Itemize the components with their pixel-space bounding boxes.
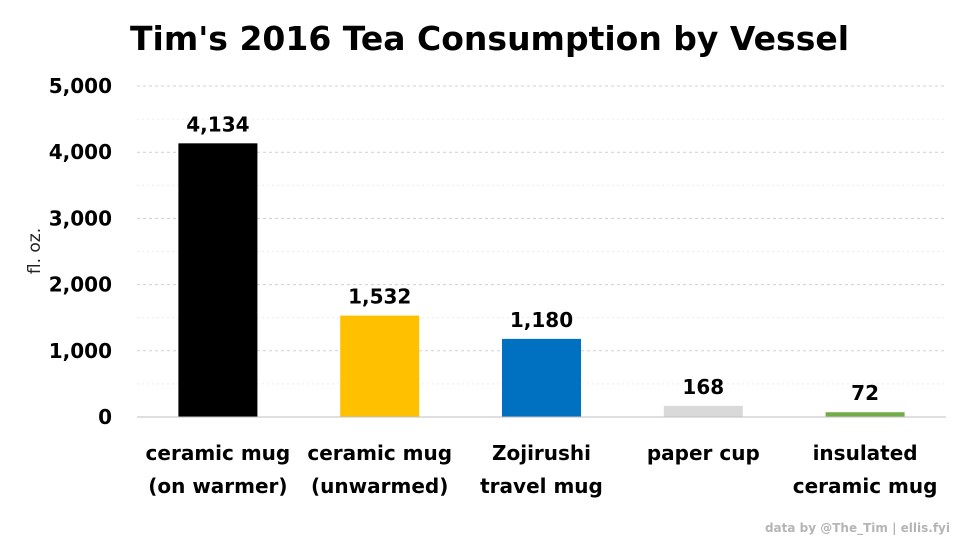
x-category-label: insulated — [813, 441, 918, 465]
x-category-label: ceramic mug — [146, 441, 291, 465]
bar — [825, 412, 905, 417]
data-label: 1,532 — [348, 285, 411, 309]
x-category-label: paper cup — [647, 441, 760, 465]
data-labels: 4,134 1,532 1,180 168 72 — [186, 112, 879, 405]
data-label: 168 — [682, 375, 724, 399]
data-label: 72 — [851, 381, 879, 405]
bars — [178, 143, 905, 417]
y-axis-label: fl. oz. — [25, 228, 45, 274]
bar — [502, 338, 581, 417]
x-category-label: (unwarmed) — [311, 474, 448, 498]
bar — [340, 315, 420, 417]
data-label: 4,134 — [186, 112, 249, 136]
bar — [178, 143, 258, 417]
x-category-label: Zojirushi — [492, 441, 591, 465]
gridlines — [137, 85, 946, 385]
x-category-label: (on warmer) — [148, 474, 287, 498]
y-tick-label: 0 — [98, 405, 112, 429]
x-axis-categories: ceramic mug (on warmer) ceramic mug (unwarm… — [146, 441, 938, 498]
x-category-label: ceramic mug — [307, 441, 452, 465]
y-axis-ticks: 0 1,000 2,000 3,000 4,000 5,000 — [49, 74, 112, 429]
y-tick-label: 2,000 — [49, 273, 112, 297]
x-category-label: ceramic mug — [793, 474, 938, 498]
y-tick-label: 1,000 — [49, 339, 112, 363]
x-category-label: travel mug — [480, 474, 603, 498]
data-label: 1,180 — [510, 308, 573, 332]
bar — [663, 405, 743, 417]
y-tick-label: 4,000 — [49, 140, 112, 164]
credit-text: data by @The_Tim | ellis.fyi — [765, 521, 950, 536]
chart-title: Tim's 2016 Tea Consumption by Vessel — [130, 19, 849, 58]
y-tick-label: 5,000 — [49, 74, 112, 98]
y-tick-label: 3,000 — [49, 206, 112, 230]
